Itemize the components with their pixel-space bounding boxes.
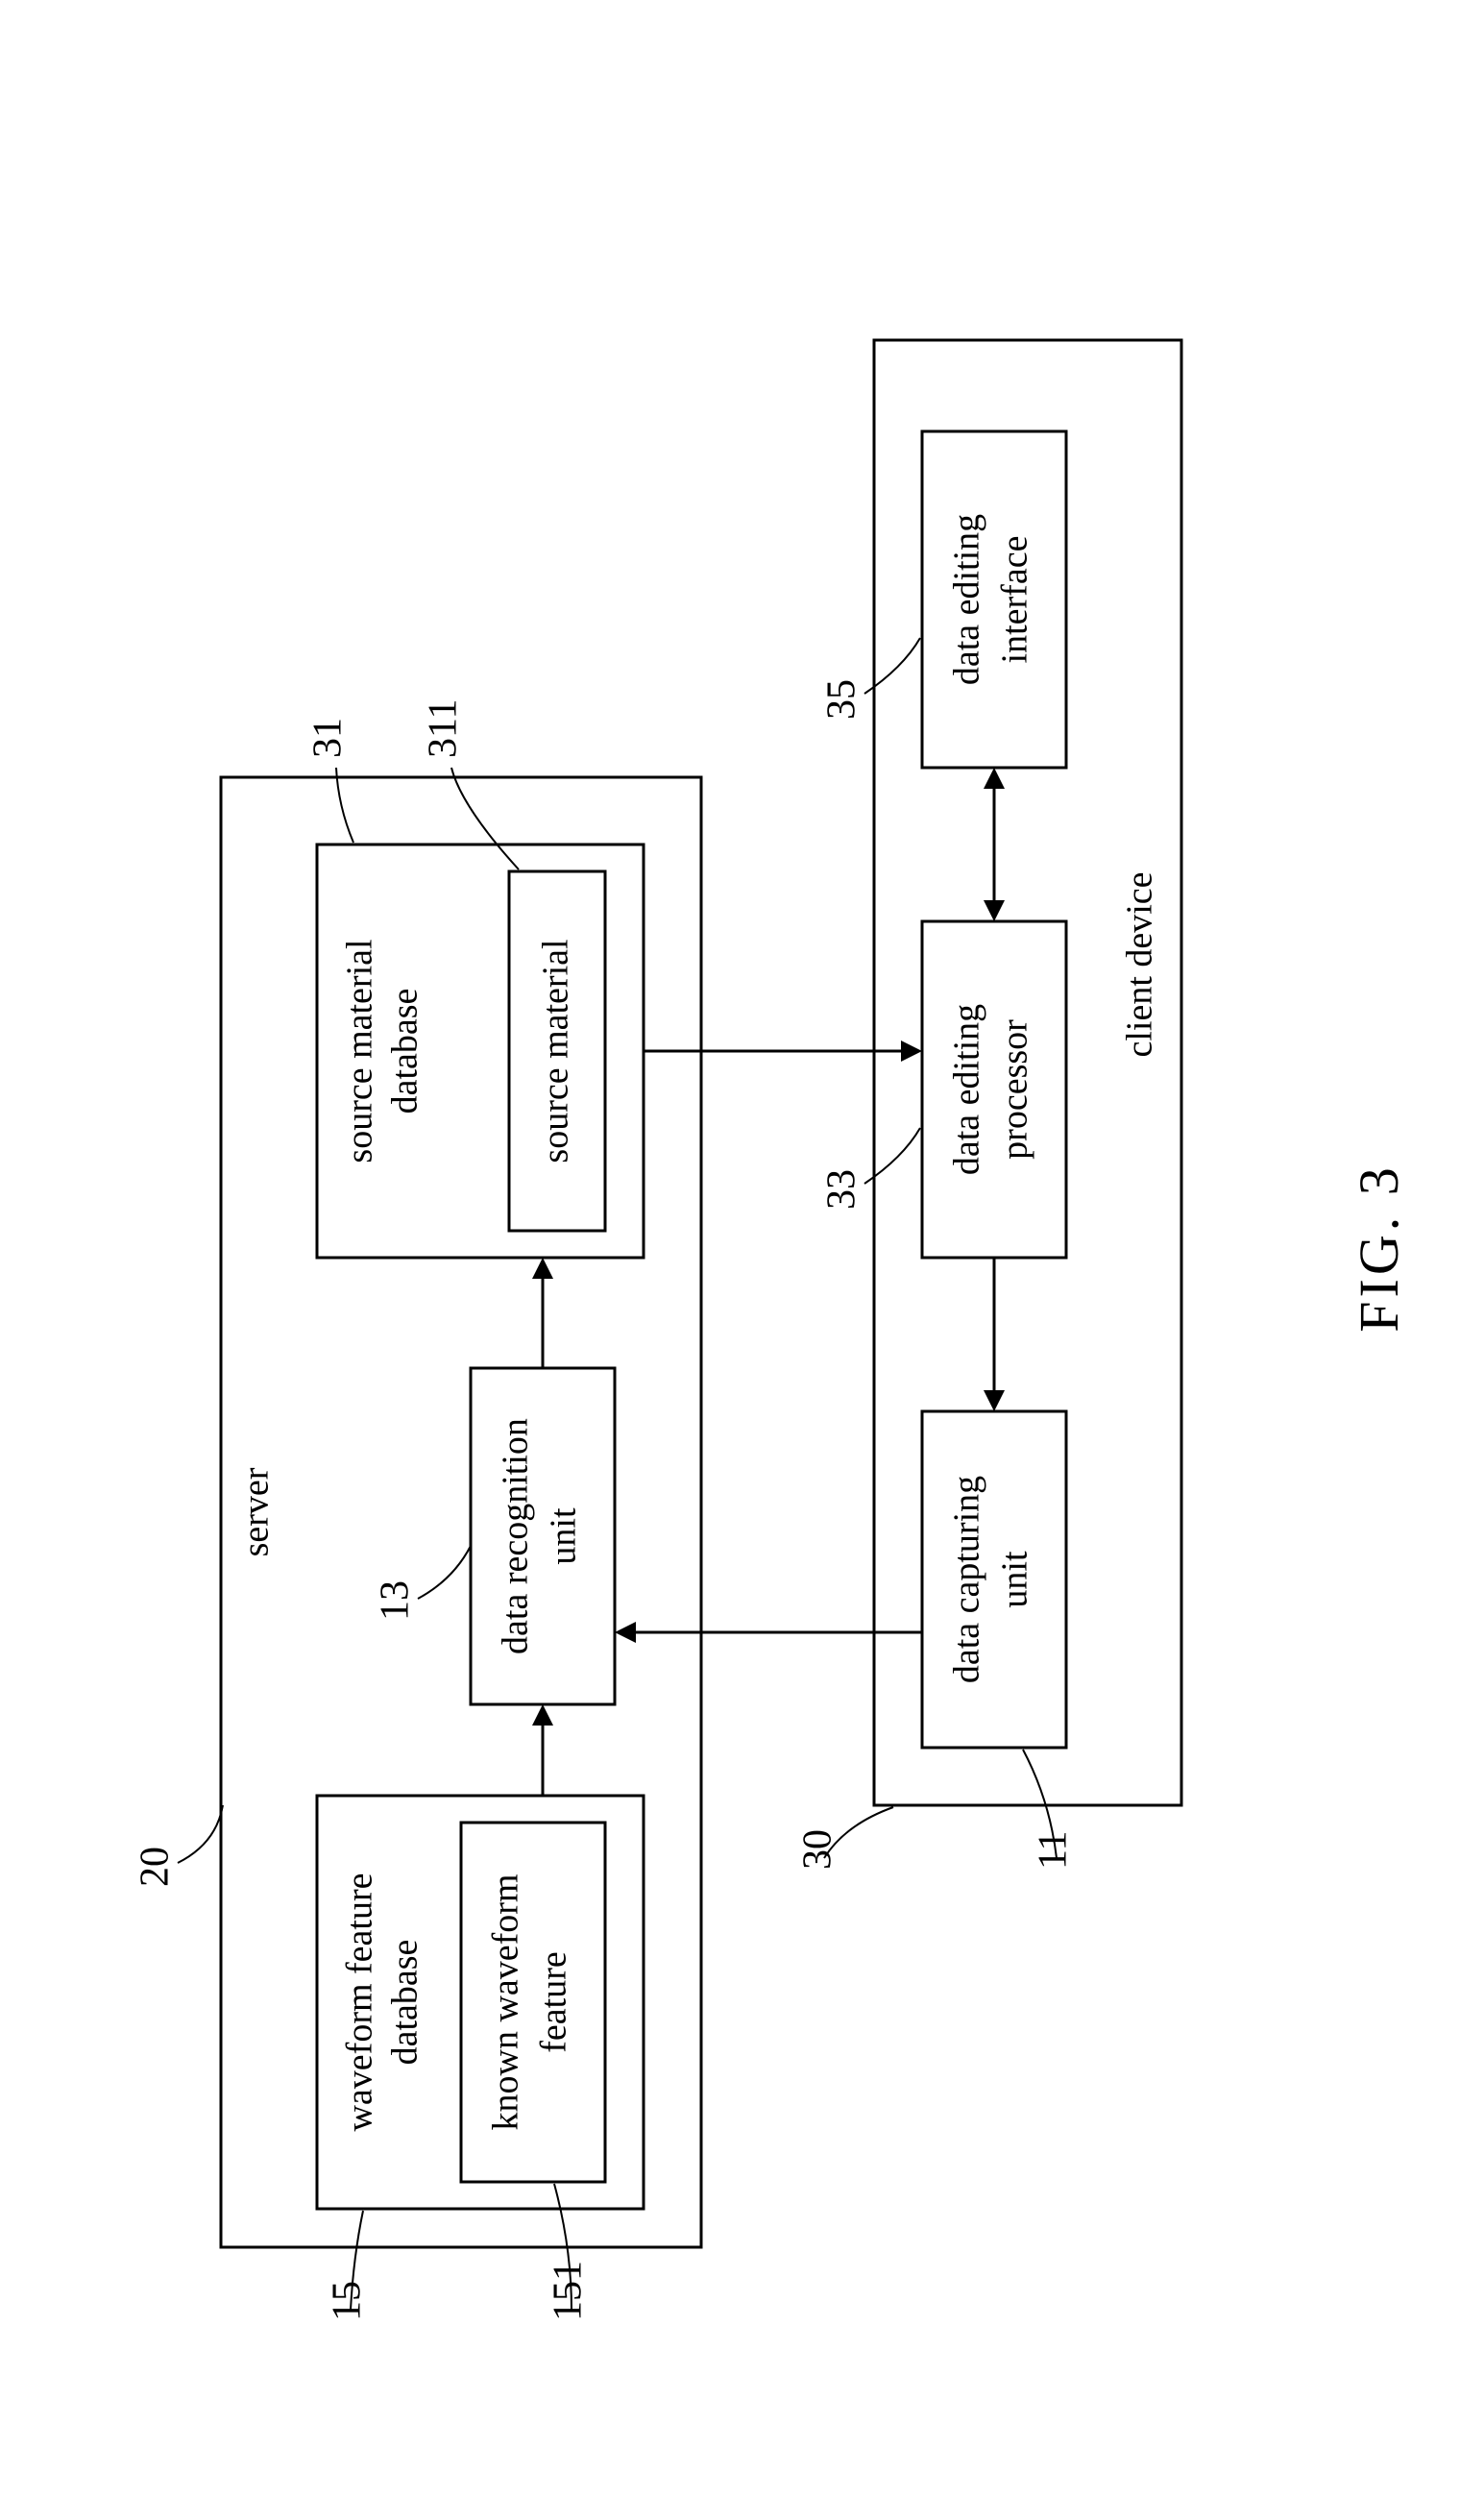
processor-line1: data editing — [947, 1004, 987, 1175]
source-db-ref-label: 31 — [306, 718, 351, 758]
known-waveform-ref-label: 151 — [547, 2261, 591, 2321]
processor-ref-label: 33 — [820, 1169, 864, 1210]
waveform-db-ref-label: 15 — [326, 2281, 370, 2321]
recognition-line1: data recognition — [496, 1418, 536, 1654]
arrow-processor-interface — [984, 768, 1005, 921]
known-waveform-line2: feature — [534, 1951, 574, 2052]
server-title: server — [236, 1467, 277, 1556]
recognition-ref-label: 13 — [374, 1580, 418, 1621]
interface-line2: interface — [995, 536, 1035, 664]
interface-line1: data editing — [947, 514, 987, 685]
client-ref-label: 30 — [796, 1829, 840, 1870]
system-block-diagram: server 20 waveform feature database 15 k… — [0, 0, 1484, 2497]
client-title: client device — [1120, 871, 1160, 1057]
source-material-ref-leader — [451, 768, 519, 869]
arrow-processor-to-capture — [984, 1258, 1005, 1411]
server-ref-leader — [178, 1805, 223, 1863]
waveform-db-line1: waveform feature — [340, 1873, 380, 2131]
arrow-recognition-to-sourcedb — [532, 1258, 553, 1368]
waveform-db-line2: database — [385, 1940, 426, 2066]
source-material-ref-label: 311 — [422, 699, 466, 758]
arrow-waveformdb-to-recognition — [532, 1704, 553, 1796]
source-db-line1: source material — [340, 939, 380, 1163]
figure-caption: FIG. 3 — [1348, 1163, 1410, 1332]
known-waveform-line1: known waveform — [486, 1874, 526, 2131]
processor-line2: processor — [995, 1019, 1035, 1160]
arrow-capture-to-recognition — [615, 1622, 922, 1643]
arrow-sourcedb-to-processor — [644, 1040, 922, 1062]
source-material-text: source material — [536, 939, 576, 1163]
server-ref-label: 20 — [134, 1847, 178, 1887]
recognition-line2: unit — [544, 1507, 584, 1565]
capture-line2: unit — [995, 1551, 1035, 1608]
source-db-ref-leader — [336, 768, 353, 843]
interface-ref-label: 35 — [820, 679, 864, 720]
recognition-ref-leader — [418, 1546, 471, 1599]
capture-line1: data capturing — [947, 1476, 987, 1683]
source-db-line2: database — [385, 989, 426, 1114]
